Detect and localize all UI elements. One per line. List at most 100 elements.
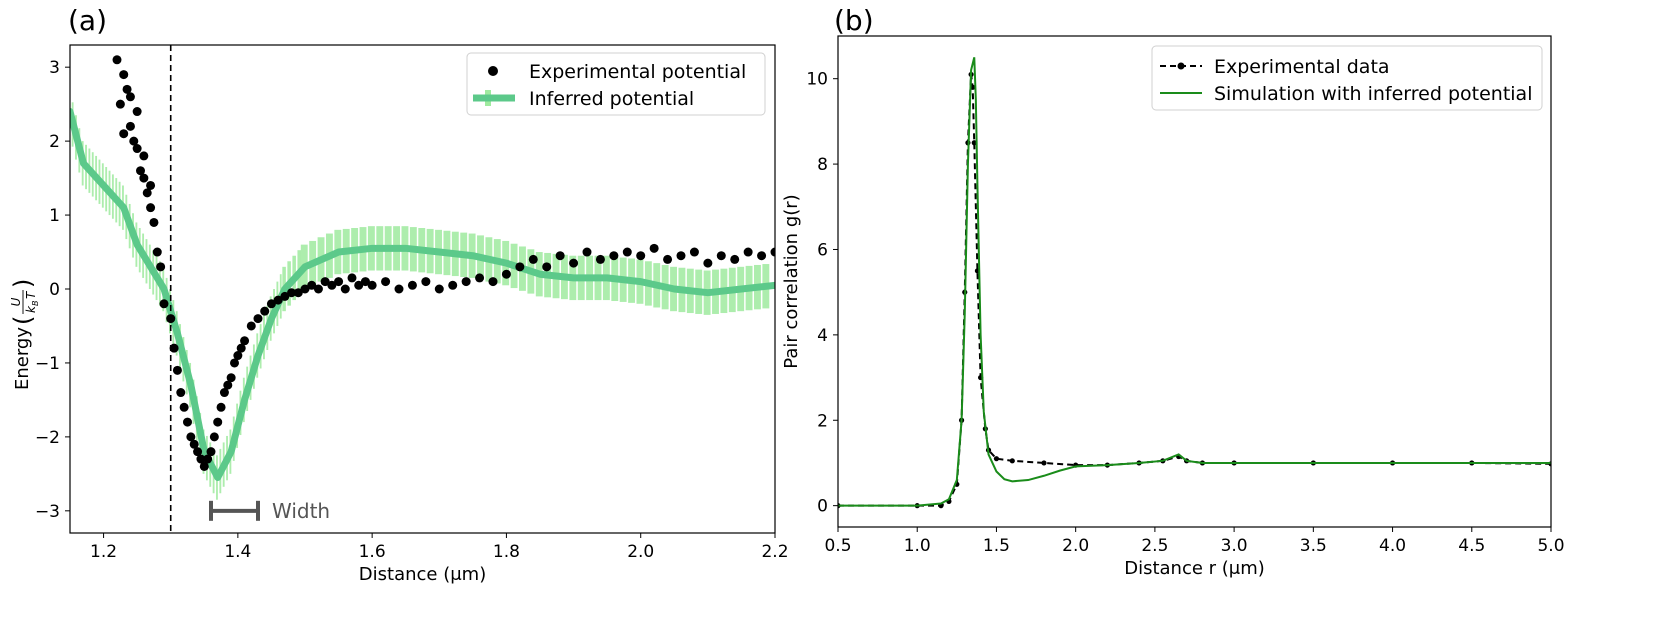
experimental-potential-point <box>152 247 162 257</box>
experimental-potential-point <box>119 70 129 80</box>
y-tick-label: −3 <box>35 502 60 522</box>
legend-inferred-potential-label: Inferred potential <box>529 88 694 110</box>
y-tick-label: 2 <box>49 132 60 152</box>
experimental-potential-point <box>125 92 135 102</box>
panel-a: Width 1.2 1.4 1.6 1.8 2.0 2.2 −3 −2 −1 0 1 2 3 Distanc… <box>9 4 789 585</box>
experimental-potential-point <box>360 277 370 287</box>
width-label: Width <box>272 499 330 523</box>
experimental-potential-point <box>689 247 699 257</box>
panel-b: 0.5 1.0 1.5 2.0 2.5 3.0 3.5 4.0 4.5 5.0 0 2 4 6 8 10 Dis… <box>781 4 1565 579</box>
x-tick-label: 3.0 <box>1221 536 1248 556</box>
experimental-data-point <box>993 456 1000 462</box>
experimental-potential-point <box>139 151 149 161</box>
experimental-potential-point <box>196 454 206 464</box>
x-tick-label: 1.6 <box>359 542 386 562</box>
experimental-potential-point <box>142 188 152 198</box>
experimental-potential-point <box>233 351 243 361</box>
experimental-potential-point <box>394 284 404 294</box>
y-tick-label: 0 <box>49 280 60 300</box>
experimental-potential-point <box>132 107 142 117</box>
experimental-potential-point <box>149 217 159 227</box>
experimental-potential-point <box>119 129 129 139</box>
simulation-line <box>838 57 1551 507</box>
x-tick-label: 2.2 <box>761 542 788 562</box>
experimental-potential-point <box>569 258 579 268</box>
experimental-potential-point <box>287 288 297 298</box>
experimental-potential-point <box>743 247 753 257</box>
x-tick-label: 0.5 <box>824 536 851 556</box>
experimental-potential-point <box>448 280 458 290</box>
experimental-potential-point <box>115 99 125 109</box>
experimental-potential-point <box>367 280 377 290</box>
experimental-potential-point <box>186 432 196 442</box>
experimental-potential-point <box>125 121 135 131</box>
x-tick-label: 5.0 <box>1537 536 1564 556</box>
experimental-potential-point <box>280 291 290 301</box>
experimental-potential-point <box>203 454 213 464</box>
experimental-potential-point <box>223 380 233 390</box>
experimental-potential-point <box>676 251 686 261</box>
experimental-potential-point <box>146 180 156 190</box>
inferred-potential-line <box>70 108 775 482</box>
experimental-potential-point <box>206 447 216 457</box>
x-tick-label: 2.5 <box>1141 536 1168 556</box>
experimental-potential-point <box>226 373 236 383</box>
legend-experimental-potential-marker <box>488 66 498 76</box>
legend-experimental-data-label: Experimental data <box>1214 56 1390 78</box>
experimental-potential-point <box>461 277 471 287</box>
experimental-potential-point <box>434 284 444 294</box>
experimental-potential-point <box>340 284 350 294</box>
y-tick-label: −1 <box>35 354 60 374</box>
experimental-potential-point <box>649 243 659 253</box>
experimental-potential-point <box>421 277 431 287</box>
y-tick-label: 10 <box>806 70 828 90</box>
experimental-potential-point <box>112 55 122 65</box>
experimental-data-line <box>838 74 1551 507</box>
legend-experimental-data-marker <box>1177 62 1185 70</box>
panel-b-plot-area <box>838 57 1551 509</box>
experimental-potential-point <box>179 402 189 412</box>
y-axis-label-frac-den-sub: B <box>31 301 40 307</box>
x-tick-label: 2.0 <box>627 542 654 562</box>
experimental-potential-point <box>236 343 246 353</box>
experimental-potential-point <box>129 136 139 146</box>
experimental-potential-point <box>407 280 417 290</box>
y-tick-label: 4 <box>817 326 828 346</box>
experimental-potential-point <box>240 336 250 346</box>
experimental-potential-point <box>219 388 229 398</box>
experimental-data-point <box>971 140 977 146</box>
experimental-potential-point <box>542 262 552 272</box>
experimental-potential-point <box>176 388 186 398</box>
legend-b-frame <box>1151 45 1543 111</box>
y-axis-label-paren-open: ( <box>9 316 37 325</box>
experimental-potential-point <box>609 251 619 261</box>
experimental-potential-point <box>347 273 357 283</box>
experimental-potential-point <box>327 280 337 290</box>
y-tick-label: 1 <box>49 206 60 226</box>
x-tick-label: 1.5 <box>983 536 1010 556</box>
experimental-potential-point <box>595 254 605 264</box>
y-tick-label: 0 <box>817 497 828 517</box>
y-axis-label-main: Energy <box>12 327 33 390</box>
experimental-potential-point <box>528 254 538 264</box>
x-tick-label: 1.8 <box>493 542 520 562</box>
experimental-potential-point <box>209 432 219 442</box>
experimental-potential-point <box>260 306 270 316</box>
experimental-potential-point <box>169 343 179 353</box>
experimental-potential-point <box>381 277 391 287</box>
experimental-potential-point <box>293 288 303 298</box>
legend-experimental-potential-label: Experimental potential <box>529 61 746 83</box>
experimental-potential-point <box>320 277 330 287</box>
experimental-potential-point <box>156 262 166 272</box>
experimental-potential-point <box>582 247 592 257</box>
x-axis-label: Distance r (μm) <box>1124 558 1265 579</box>
x-axis-label: Distance (μm) <box>359 564 486 585</box>
y-tick-label: −2 <box>35 428 60 448</box>
experimental-potential-point <box>354 280 364 290</box>
experimental-potential-point <box>199 461 209 471</box>
panel-b-label: (b) <box>834 4 874 37</box>
experimental-potential-point <box>216 402 226 412</box>
experimental-potential-point <box>193 447 203 457</box>
